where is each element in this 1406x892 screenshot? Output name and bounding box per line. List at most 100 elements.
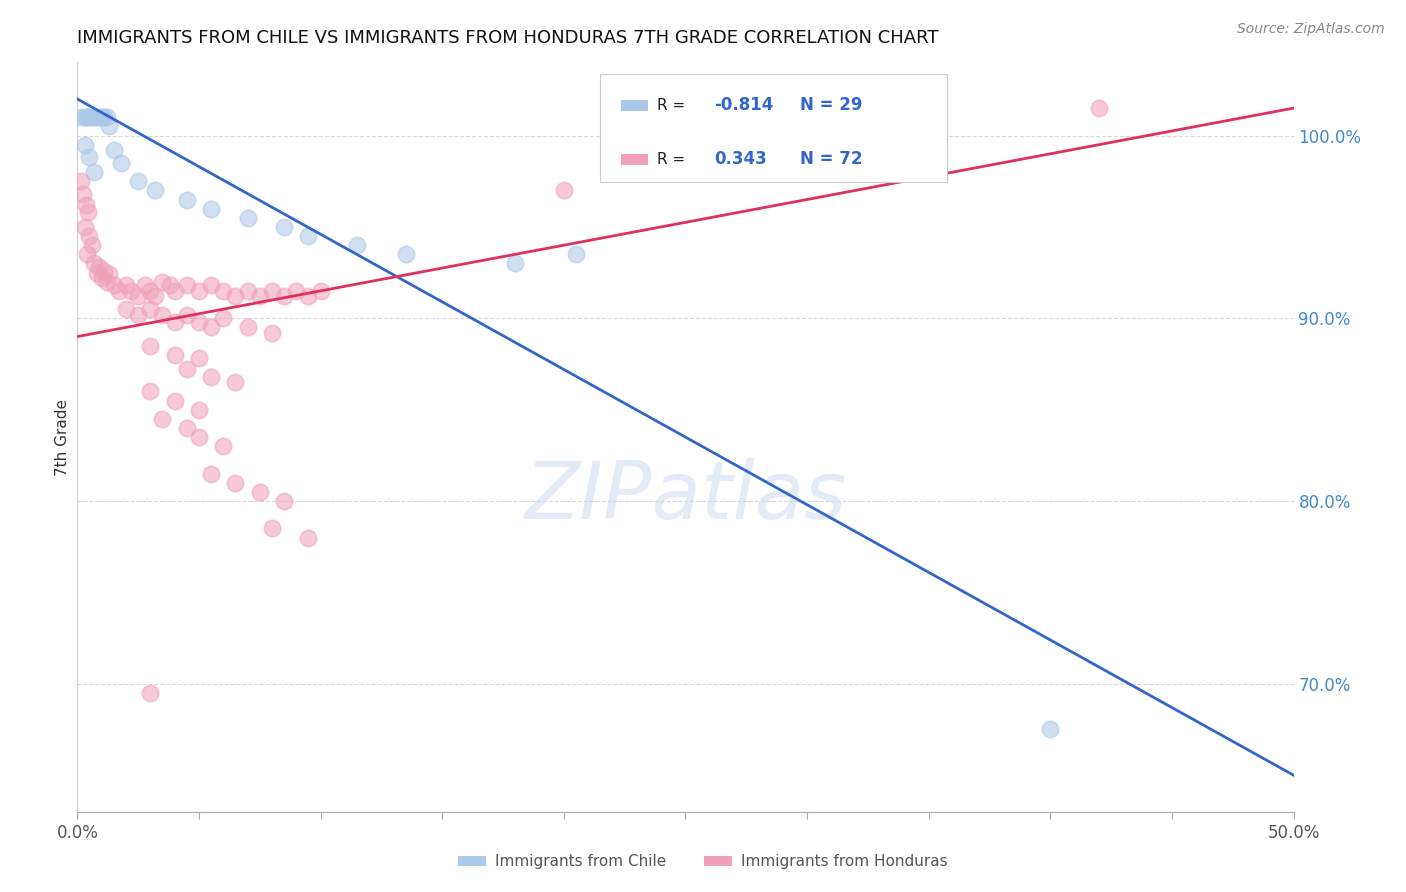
Point [285,284,308,298]
Point [152,275,174,289]
Point [86,110,108,124]
Point [127,289,149,303]
Point [260,284,283,298]
Point [139,302,162,317]
Point [297,289,319,303]
Point [200,202,222,216]
FancyBboxPatch shape [600,74,946,182]
Point [127,174,149,188]
Point [236,320,259,334]
Text: R =: R = [658,98,690,113]
Point [176,421,198,435]
FancyBboxPatch shape [621,100,648,112]
Point [83,256,105,270]
Point [297,531,319,545]
Point [188,402,211,417]
Point [103,143,125,157]
Text: N = 72: N = 72 [800,151,862,169]
Point [176,308,198,322]
Point [79,110,101,124]
Point [503,256,526,270]
Text: R =: R = [658,152,690,167]
Point [143,183,166,197]
Point [152,308,174,322]
Point [176,362,198,376]
Point [86,266,108,280]
Point [188,351,211,366]
Point [107,284,129,298]
Point [90,271,112,285]
Point [212,439,235,453]
Point [115,278,138,293]
Point [96,110,118,124]
Point [163,348,186,362]
Point [159,278,181,293]
Point [83,165,105,179]
Point [80,110,103,124]
Point [1039,723,1062,737]
Point [273,289,295,303]
Point [249,289,271,303]
Point [188,430,211,444]
Point [127,308,149,322]
Point [134,278,156,293]
Point [395,247,418,261]
Point [70,110,93,124]
Point [70,174,93,188]
Point [297,229,319,244]
Point [139,384,162,399]
Point [97,268,120,282]
Point [152,412,174,426]
Point [163,315,186,329]
Point [273,219,295,234]
Point [224,475,246,490]
Point [200,278,222,293]
Point [115,302,138,317]
FancyBboxPatch shape [621,153,648,165]
Point [236,284,259,298]
Text: ZIPatlas: ZIPatlas [524,458,846,536]
Point [110,156,132,170]
Point [224,289,246,303]
Point [1088,101,1111,115]
Point [188,315,211,329]
Point [918,110,941,124]
Point [93,110,115,124]
Y-axis label: 7th Grade: 7th Grade [55,399,70,475]
Point [90,110,112,124]
Point [139,686,162,700]
Point [83,110,105,124]
Point [224,376,246,390]
Point [139,339,162,353]
Point [75,198,97,212]
Text: N = 29: N = 29 [800,96,862,114]
Point [77,205,100,219]
Point [163,284,186,298]
Point [79,229,101,244]
Text: -0.814: -0.814 [714,96,773,114]
Point [236,211,259,225]
Point [89,110,111,124]
Point [553,183,575,197]
Point [139,284,162,298]
Point [260,326,283,340]
Point [176,278,198,293]
Point [72,187,94,202]
Point [260,521,283,535]
Point [103,278,125,293]
Text: Source: ZipAtlas.com: Source: ZipAtlas.com [1237,22,1385,37]
Point [73,110,96,124]
Point [73,137,96,152]
Point [200,369,222,384]
Point [79,151,101,165]
Point [163,393,186,408]
Point [143,289,166,303]
Point [93,264,115,278]
Point [80,238,103,252]
Point [309,284,332,298]
Point [120,284,142,298]
Point [97,120,120,134]
Point [212,284,235,298]
Point [200,320,222,334]
Point [565,247,588,261]
